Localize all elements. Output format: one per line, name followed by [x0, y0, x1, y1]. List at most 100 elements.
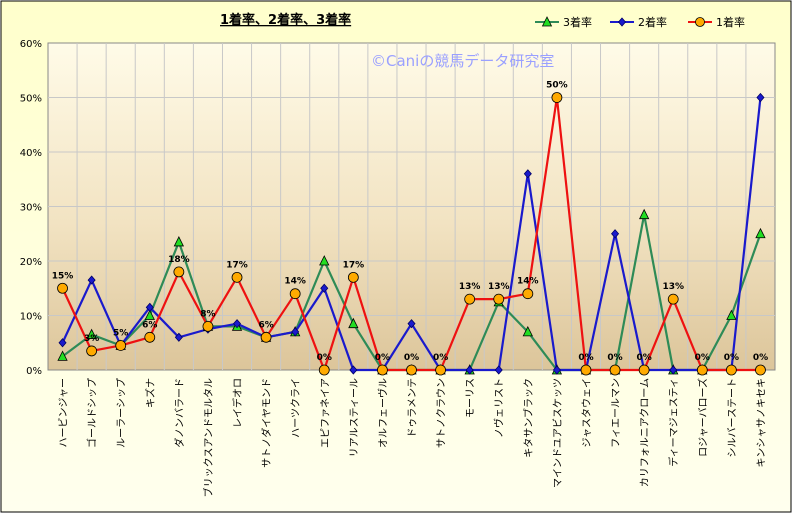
data-label: 6% — [258, 320, 273, 330]
x-tick-label: ジャスタウェイ — [581, 378, 593, 448]
x-tick-label: ハービンジャー — [58, 378, 70, 448]
x-tick-label: キズナ — [144, 378, 157, 408]
data-point — [638, 208, 650, 220]
data-point — [318, 364, 330, 376]
data-point — [407, 319, 416, 329]
data-point — [667, 293, 679, 305]
data-label: 17% — [226, 260, 248, 270]
data-label: 8% — [200, 309, 215, 319]
data-point — [406, 364, 417, 376]
y-tick-label: 30% — [20, 203, 42, 214]
x-tick-label: キンシャサノキセキ — [755, 378, 767, 468]
data-point — [86, 345, 98, 357]
y-tick-label: 10% — [20, 312, 42, 323]
data-label: 13% — [662, 282, 684, 292]
x-tick-label: フィエールマン — [611, 378, 622, 448]
data-labels: 15% 3% 5% 6% 18% 8% 17% 6% 14% 0% 17% 0% 0% 0% 13% 13% 1… — [52, 81, 768, 364]
data-point — [144, 309, 155, 320]
x-tick-label: ディーマジェスティ — [667, 378, 680, 467]
x-tick-label: ロジャーバローズ — [696, 378, 709, 457]
data-point — [348, 317, 359, 329]
legend: 3着率 2着率 1着率 — [535, 15, 745, 29]
x-tick-label: モーリス — [466, 378, 477, 418]
data-point — [202, 320, 214, 332]
data-point — [523, 169, 532, 179]
grid-lines — [48, 43, 775, 370]
x-tick-label: リアルスティール — [349, 378, 360, 457]
x-tick-label: サトノクラウン — [436, 378, 448, 448]
data-point — [145, 302, 154, 312]
data-point — [58, 338, 67, 348]
data-point — [173, 266, 185, 278]
data-point — [57, 350, 68, 361]
x-tick-label: サトノダイヤモンド — [260, 378, 273, 468]
data-point — [725, 364, 737, 376]
y-tick-label: 0% — [26, 366, 42, 377]
data-label: 0% — [607, 353, 622, 363]
data-point — [173, 236, 185, 247]
data-point — [86, 328, 97, 339]
data-point — [465, 365, 474, 375]
data-point — [377, 364, 388, 376]
data-label: 3% — [84, 334, 99, 344]
data-label: 13% — [488, 282, 510, 292]
data-point — [611, 229, 620, 239]
data-point — [435, 364, 446, 376]
x-tick-label: ハーツクライ — [290, 378, 302, 438]
data-point — [609, 364, 621, 376]
legend-marker — [541, 16, 553, 27]
x-tick-label: シルバーステート — [726, 378, 738, 458]
data-label: 0% — [636, 353, 651, 363]
data-point — [494, 365, 503, 375]
y-tick-label: 50% — [20, 94, 42, 105]
data-point — [755, 364, 766, 376]
data-point — [696, 364, 708, 376]
data-point — [291, 327, 300, 337]
data-label: 15% — [52, 271, 74, 281]
data-point — [289, 288, 301, 300]
data-point — [174, 332, 183, 342]
data-label: 17% — [343, 260, 365, 270]
data-point — [320, 283, 329, 293]
x-axis-labels: ハービンジャー ゴールドシップ ルーラーシップ キズナ ダノンバラード ブリックスアンドモ… — [58, 378, 768, 497]
y-axis-ticks: 0% 10% 20% 30% 40% 50% 60% — [20, 39, 42, 377]
x-tick-label: キタサンブラック — [522, 378, 535, 458]
legend-label: 2着率 — [638, 15, 667, 29]
data-point — [522, 325, 533, 337]
series-group — [57, 92, 766, 376]
x-tick-label: ルーラーシップ — [116, 378, 128, 448]
data-point — [551, 92, 563, 103]
data-point — [144, 331, 156, 343]
x-tick-label: ダノンバラード — [173, 378, 186, 448]
data-point — [319, 255, 330, 266]
x-tick-label: ブリックスアンドモルタル — [202, 378, 215, 497]
legend-label: 1着率 — [716, 15, 745, 29]
x-tick-label: エピファネイア — [319, 378, 331, 448]
data-point — [669, 365, 678, 375]
data-point — [638, 364, 650, 376]
data-label: 5% — [113, 328, 128, 338]
data-label: 6% — [142, 320, 157, 330]
data-label: 14% — [517, 277, 539, 287]
x-tick-label: ゴールドシップ — [86, 378, 99, 448]
data-point — [522, 288, 534, 300]
data-label: 18% — [168, 255, 190, 265]
data-point — [232, 319, 242, 329]
y-tick-label: 20% — [20, 257, 42, 268]
x-tick-label: マインドユアビスケッツ — [552, 378, 564, 488]
data-point — [464, 293, 476, 305]
data-point — [756, 92, 765, 103]
legend-marker — [617, 17, 627, 27]
data-point — [347, 271, 359, 283]
data-point — [87, 275, 96, 285]
x-tick-label: ドゥラメンテ — [407, 378, 419, 438]
data-point — [115, 340, 127, 351]
data-point — [552, 365, 561, 375]
data-label: 14% — [284, 277, 306, 287]
data-point — [755, 227, 766, 239]
data-point — [580, 364, 592, 376]
chart-title: 1着率、2着率、3着率 — [220, 12, 351, 28]
data-label: 0% — [724, 353, 739, 363]
x-tick-label: レイデオロ — [231, 378, 244, 428]
